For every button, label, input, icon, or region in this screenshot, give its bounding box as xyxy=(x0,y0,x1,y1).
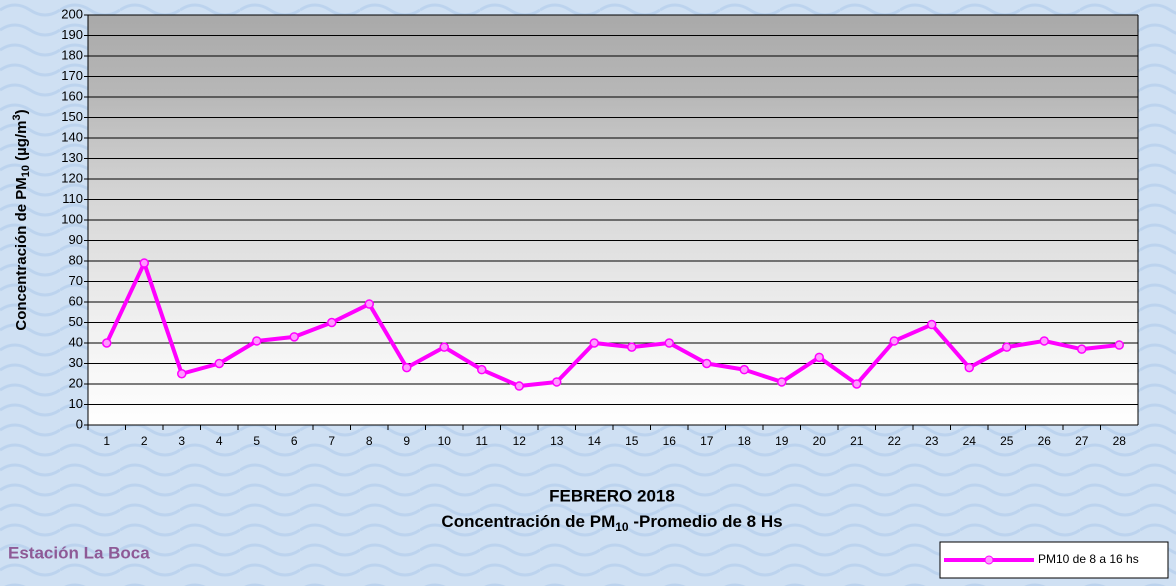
y-tick-label: 70 xyxy=(69,273,83,288)
y-tick-label: 110 xyxy=(62,191,83,206)
x-tick-label: 26 xyxy=(1038,434,1052,448)
data-point xyxy=(1115,341,1123,349)
data-point xyxy=(928,321,936,329)
data-point xyxy=(890,337,898,345)
data-point xyxy=(665,339,673,347)
x-tick-label: 12 xyxy=(513,434,527,448)
y-axis-label: Concentración de PM10 (µg/m3) xyxy=(11,109,32,330)
x-tick-label: 4 xyxy=(216,434,223,448)
data-point xyxy=(140,259,148,267)
legend-label: PM10 de 8 a 16 hs xyxy=(1038,552,1139,566)
x-tick-label: 13 xyxy=(550,434,564,448)
x-tick-label: 22 xyxy=(888,434,902,448)
data-point xyxy=(290,333,298,341)
y-tick-label: 120 xyxy=(61,170,83,185)
x-tick-label: 16 xyxy=(663,434,677,448)
chart-title: FEBRERO 2018 xyxy=(549,486,675,505)
chart: Concentración de PM10 (µg/m3) FEBRERO 20… xyxy=(0,0,1176,586)
y-label-part: Concentración de PM xyxy=(13,177,30,330)
x-tick-label: 9 xyxy=(403,434,410,448)
data-point xyxy=(1003,343,1011,351)
x-tick-label: 27 xyxy=(1075,434,1089,448)
x-tick-label: 5 xyxy=(253,434,260,448)
y-tick-label: 130 xyxy=(61,150,83,165)
data-point xyxy=(590,339,598,347)
x-tick-label: 10 xyxy=(438,434,452,448)
y-tick-label: 150 xyxy=(61,109,83,124)
data-point xyxy=(178,370,186,378)
data-point xyxy=(778,378,786,386)
y-tick-label: 50 xyxy=(69,314,83,329)
chart-subtitle: Concentración de PM10 -Promedio de 8 Hs xyxy=(441,512,782,534)
data-point xyxy=(628,343,636,351)
data-point xyxy=(365,300,373,308)
y-tick-label: 40 xyxy=(69,334,83,349)
x-tick-label: 2 xyxy=(141,434,148,448)
subtitle-sub: 10 xyxy=(615,520,629,534)
x-tick-label: 23 xyxy=(925,434,939,448)
subtitle-part: -Promedio de 8 Hs xyxy=(629,512,783,531)
x-tick-label: 3 xyxy=(178,434,185,448)
data-point xyxy=(703,360,711,368)
x-tick-label: 25 xyxy=(1000,434,1014,448)
y-tick-label: 200 xyxy=(61,6,83,21)
y-tick-label: 160 xyxy=(61,88,83,103)
data-point xyxy=(815,353,823,361)
data-point xyxy=(403,364,411,372)
y-label-sub: 10 xyxy=(20,165,32,177)
data-point xyxy=(965,364,973,372)
x-tick-label: 6 xyxy=(291,434,298,448)
data-point xyxy=(1040,337,1048,345)
y-tick-label: 0 xyxy=(76,416,83,431)
data-point xyxy=(253,337,261,345)
data-point xyxy=(1078,345,1086,353)
data-point xyxy=(853,380,861,388)
y-tick-label: 20 xyxy=(69,375,83,390)
x-tick-label: 24 xyxy=(963,434,977,448)
x-tick-label: 18 xyxy=(738,434,752,448)
y-tick-label: 80 xyxy=(69,252,83,267)
x-tick-label: 20 xyxy=(813,434,827,448)
data-point xyxy=(740,366,748,374)
y-tick-label: 140 xyxy=(61,129,83,144)
x-tick-label: 7 xyxy=(328,434,335,448)
data-point xyxy=(515,382,523,390)
data-point xyxy=(478,366,486,374)
y-tick-label: 180 xyxy=(61,47,83,62)
x-tick-label: 21 xyxy=(850,434,864,448)
x-tick-label: 1 xyxy=(103,434,110,448)
data-point xyxy=(440,343,448,351)
x-tick-label: 19 xyxy=(775,434,789,448)
y-tick-label: 100 xyxy=(61,211,83,226)
data-point xyxy=(553,378,561,386)
y-label-part: (µg/m xyxy=(13,121,30,165)
y-tick-label: 170 xyxy=(61,68,83,83)
y-tick-label: 60 xyxy=(69,293,83,308)
x-tick-label: 14 xyxy=(588,434,602,448)
x-tick-label: 8 xyxy=(366,434,373,448)
data-point xyxy=(103,339,111,347)
y-tick-label: 30 xyxy=(69,355,83,370)
x-tick-label: 11 xyxy=(476,434,489,448)
subtitle-part: Concentración de PM xyxy=(441,512,615,531)
legend-marker xyxy=(985,556,993,564)
x-tick-label: 15 xyxy=(625,434,639,448)
data-point xyxy=(328,319,336,327)
x-tick-label: 28 xyxy=(1113,434,1127,448)
data-point xyxy=(215,360,223,368)
y-label-part: ) xyxy=(13,109,30,114)
y-tick-label: 10 xyxy=(69,396,83,411)
station-label: Estación La Boca xyxy=(8,543,150,562)
y-tick-label: 190 xyxy=(61,27,83,42)
x-tick-label: 17 xyxy=(700,434,714,448)
y-tick-label: 90 xyxy=(69,232,83,247)
